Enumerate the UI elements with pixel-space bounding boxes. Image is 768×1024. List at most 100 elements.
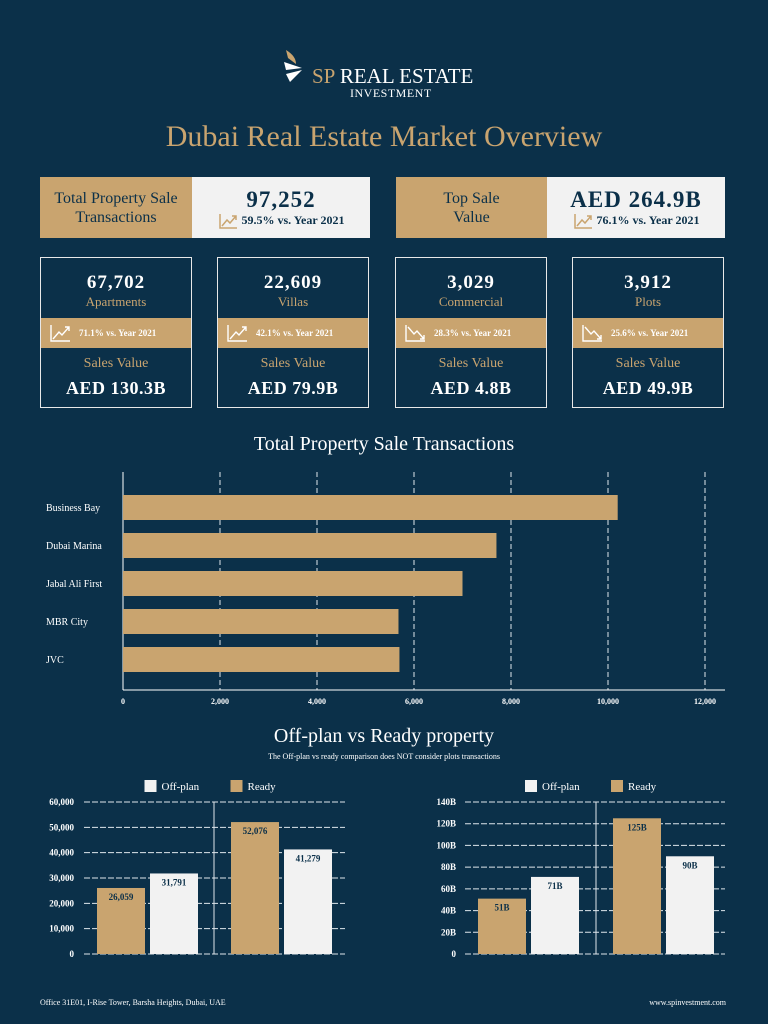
change-band: 28.3% vs. Year 2021 xyxy=(396,318,546,348)
legend-swatch-ready xyxy=(611,780,623,792)
sales-label: Sales Value xyxy=(615,356,681,371)
category-label: JVC xyxy=(46,655,64,666)
offplan-count-chart: 0 10,000 20,000 30,000 40,000 50,000 60,000 Off… xyxy=(49,780,345,959)
x-tick-label: 0 xyxy=(121,697,125,706)
section-title: Off-plan vs Ready property xyxy=(273,725,495,747)
legend-swatch-ready xyxy=(230,780,243,792)
trend-up-icon xyxy=(227,325,247,342)
legend-swatch-offplan xyxy=(144,780,157,792)
category-card: 67,702 Apartments 71.1% vs. Year 2021 Sa… xyxy=(40,257,192,408)
category-card: 22,609 Villas 42.1% vs. Year 2021 Sales … xyxy=(217,257,369,408)
sales-label: Sales Value xyxy=(260,356,326,371)
legend-label: Off-plan xyxy=(542,781,580,793)
change-band: 71.1% vs. Year 2021 xyxy=(41,318,191,348)
brand-name: SP REAL ESTATE xyxy=(312,64,474,88)
data-label: 90B xyxy=(682,860,697,870)
footer-website[interactable]: www.spinvestment.com xyxy=(649,998,726,1007)
category-label: Business Bay xyxy=(46,503,100,514)
bar xyxy=(666,856,714,954)
trend-up-icon xyxy=(50,325,70,342)
category-card: 3,912 Plots 25.6% vs. Year 2021 Sales Va… xyxy=(572,257,724,408)
logo-mark-icon xyxy=(284,50,302,82)
category-label: Jabal Ali First xyxy=(46,579,102,590)
trend-up-icon xyxy=(218,213,237,229)
y-tick-label: 140B xyxy=(436,797,456,807)
summary-label: Total Property Sale Transactions xyxy=(40,177,192,238)
category-change: 25.6% vs. Year 2021 xyxy=(611,328,689,338)
x-tick-label: 2,000 xyxy=(211,697,229,706)
y-tick-label: 0 xyxy=(452,949,457,959)
summary-change: 76.1% vs. Year 2021 xyxy=(596,213,700,227)
x-tick-label: 12,000 xyxy=(694,697,716,706)
bar xyxy=(284,849,332,954)
data-label: 31,791 xyxy=(162,877,187,887)
sales-value: AED 79.9B xyxy=(247,378,339,398)
summary-transactions: Total Property Sale Transactions 97,252 … xyxy=(40,177,370,238)
y-tick-label: 60B xyxy=(441,884,456,894)
category-count: 3,912 xyxy=(624,272,672,293)
data-label: 26,059 xyxy=(109,892,134,902)
y-tick-label: 50,000 xyxy=(49,822,74,832)
category-change: 42.1% vs. Year 2021 xyxy=(256,328,334,338)
bar xyxy=(231,822,279,954)
sales-label: Sales Value xyxy=(83,356,149,371)
brand-logo: SP REAL ESTATE INVESTMENT xyxy=(282,46,492,102)
sales-value: AED 4.8B xyxy=(430,378,512,398)
y-tick-label: 40B xyxy=(441,906,456,916)
legend-label: Ready xyxy=(628,781,657,793)
bar xyxy=(123,647,400,672)
legend-swatch-offplan xyxy=(525,780,537,792)
category-count: 22,609 xyxy=(263,272,323,293)
y-tick-label: 60,000 xyxy=(49,797,74,807)
y-tick-label: 20B xyxy=(441,927,456,937)
summary-change: 59.5% vs. Year 2021 xyxy=(241,213,345,227)
x-tick-label: 8,000 xyxy=(502,697,520,706)
change-band: 42.1% vs. Year 2021 xyxy=(218,318,368,348)
category-label: Commercial xyxy=(438,294,504,309)
page-title: Dubai Real Estate Market Overview xyxy=(165,120,603,153)
bar xyxy=(123,533,497,558)
bar-chart-title: Total Property Sale Transactions xyxy=(253,433,515,455)
bar xyxy=(123,495,618,520)
category-card: 3,029 Commercial 28.3% vs. Year 2021 Sal… xyxy=(395,257,547,408)
bar xyxy=(531,876,579,954)
bar xyxy=(97,887,145,954)
data-label: 52,076 xyxy=(243,826,268,836)
category-change: 71.1% vs. Year 2021 xyxy=(79,328,157,338)
trend-down-icon xyxy=(405,325,425,342)
bar xyxy=(150,873,198,954)
footer-address: Office 31E01, I-Rise Tower, Barsha Heigh… xyxy=(40,998,226,1007)
category-label: MBR City xyxy=(46,617,88,628)
data-label: 51B xyxy=(494,903,509,913)
category-label: Apartments xyxy=(85,294,147,309)
y-tick-label: 0 xyxy=(70,949,75,959)
trend-up-icon xyxy=(573,213,592,229)
sales-label: Sales Value xyxy=(438,356,504,371)
data-label: 71B xyxy=(547,881,562,891)
data-label: 125B xyxy=(627,822,647,832)
bar xyxy=(123,609,399,634)
section-note: The Off-plan vs ready comparison does NO… xyxy=(268,752,500,761)
y-tick-label: 20,000 xyxy=(49,898,74,908)
bar xyxy=(613,818,661,954)
category-label: Dubai Marina xyxy=(46,541,102,552)
offplan-value-chart: 0 20B 40B 60B 80B 100B 120B 140B Off-plan Ready 51… xyxy=(436,780,725,959)
sales-value: AED 130.3B xyxy=(65,378,166,398)
y-tick-label: 10,000 xyxy=(49,924,74,934)
legend-label: Off-plan xyxy=(162,781,200,793)
x-tick-label: 10,000 xyxy=(597,697,619,706)
bar xyxy=(123,571,463,596)
transactions-bar-chart: 0 2,000 4,000 6,000 8,000 10,000 12,000 Busines… xyxy=(46,472,725,706)
summary-value: AED 264.9B xyxy=(570,186,702,212)
summary-label: Top Sale Value xyxy=(396,177,547,238)
data-label: 41,279 xyxy=(296,853,321,863)
trend-down-icon xyxy=(582,325,602,342)
category-label: Plots xyxy=(634,294,661,309)
summary-value: 97,252 xyxy=(246,186,316,212)
bar xyxy=(478,898,526,954)
sales-value: AED 49.9B xyxy=(602,378,694,398)
category-change: 28.3% vs. Year 2021 xyxy=(434,328,512,338)
category-count: 3,029 xyxy=(447,272,495,293)
y-tick-label: 100B xyxy=(436,840,456,850)
y-tick-label: 80B xyxy=(441,862,456,872)
